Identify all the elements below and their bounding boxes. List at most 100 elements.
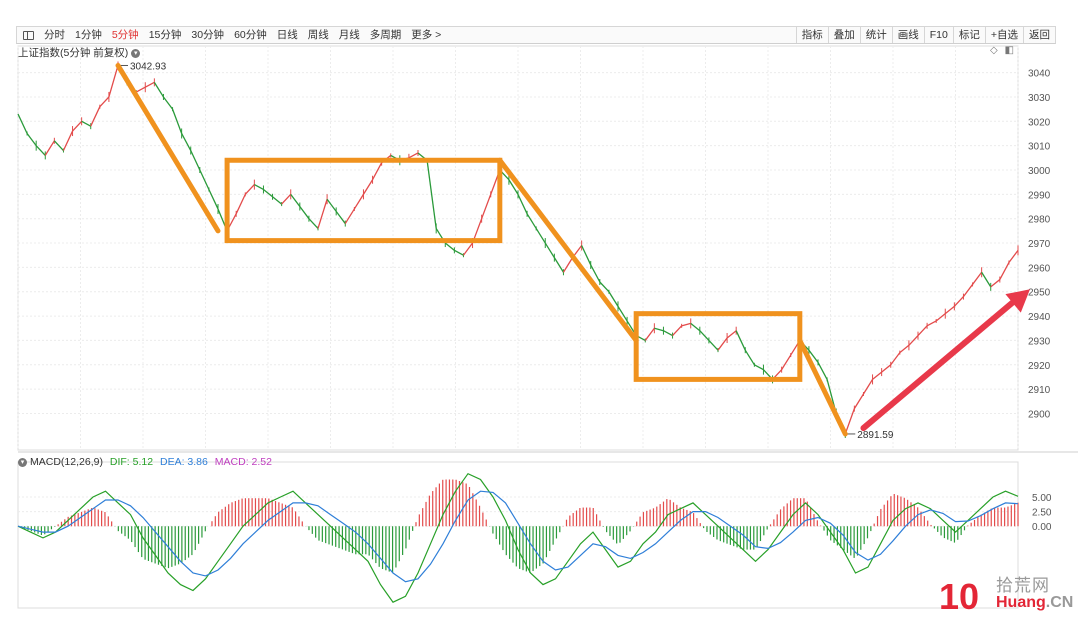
price-tick-label: 2960 [1028,263,1051,274]
price-tick-label: 2980 [1028,215,1051,226]
price-segment [481,194,492,219]
layout-toggle-icon[interactable] [23,31,34,40]
price-segment [454,249,464,256]
price-segment [72,120,83,132]
period-tab[interactable]: 30分钟 [191,29,225,41]
period-tab[interactable]: 周线 [307,29,329,41]
watermark-cn: 拾荒网 [996,576,1050,595]
price-segment [17,113,28,134]
toolbar-button[interactable]: 画线 [891,27,924,43]
price-segment [44,140,55,156]
price-segment [199,169,210,190]
price-segment [281,193,292,205]
macd-tick-label: 2.50 [1032,508,1052,519]
price-segment [599,281,610,293]
price-segment [208,189,219,210]
price-segment [899,344,910,354]
macd-label: MACD(12,26,9) [30,456,103,468]
price-tick-label: 2990 [1028,190,1051,201]
period-tab[interactable]: 60分钟 [234,29,267,41]
macd-legend: ▾ MACD(12,26,9) DIF: 5.12 DEA: 3.86 MACD:… [18,456,276,468]
price-segment [190,150,201,171]
period-tab[interactable]: 日线 [276,29,298,41]
dif-label: DIF: 5.12 [109,456,154,468]
price-segment [263,188,273,198]
price-segment [690,322,701,332]
price-segment [371,162,383,181]
watermark-en: Huang.CN [996,594,1073,612]
price-segment [254,184,264,191]
price-segment [544,242,555,258]
toolbar-button[interactable]: 统计 [859,27,892,43]
price-tick-label: 2970 [1028,239,1051,250]
panel-icon[interactable]: ◧ [1004,45,1014,56]
price-segment [663,330,673,337]
price-axis: 3040 3030 3020 3010 3000 2990 2980 2970 2960 2950… [1028,69,1051,421]
macd-settings-icon[interactable]: ▾ [18,457,27,467]
price-segment [735,330,746,351]
price-segment [353,194,365,210]
period-tab[interactable]: 5分钟 [111,29,139,41]
main-chart-title: 上证指数(5分钟 前复权) ▾ [18,45,141,60]
price-segment [862,379,874,395]
price-segment [335,211,346,224]
price-segment [681,322,691,327]
uptrend-arrow-head [1005,289,1030,313]
period-tab[interactable]: 15分钟 [148,29,182,41]
trend-line [115,62,221,234]
price-segment [90,106,101,127]
toolbar-button[interactable]: 指标 [795,27,828,43]
period-tab[interactable]: 1分钟 [75,29,102,41]
period-tab[interactable]: 更多 > [411,29,442,41]
price-segment [962,284,974,297]
macd-frame [17,461,1019,609]
diamond-icon[interactable]: ◇ [990,45,998,56]
consolidation-box [633,311,803,382]
price-segment [990,279,1001,288]
toolbar-button[interactable]: 返回 [1023,27,1055,43]
macd-lines [17,472,1019,603]
price-segment [508,179,519,195]
price-segment [981,271,992,288]
price-segment [717,337,728,351]
price-segment [708,339,719,351]
price-segment [462,242,474,256]
toolbar-button[interactable]: +自选 [984,27,1023,43]
watermark-logo-text: 10 [939,576,979,615]
price-segment [754,364,764,371]
price-segment [999,262,1010,280]
price-segment [408,152,419,159]
price-segment [553,257,565,273]
toolbar-button[interactable]: 标记 [952,27,985,43]
extreme-label: 2891.59 [857,430,894,441]
price-tick-label: 2900 [1028,409,1051,420]
price-segment [62,130,74,151]
price-segment [181,133,192,151]
period-tab[interactable]: 月线 [338,29,360,41]
price-segment [654,327,664,332]
price-segment [299,206,310,220]
macd-tick-label: 5.00 [1032,493,1052,504]
settings-icon[interactable]: ▾ [131,48,141,58]
macd-tick-label: 0.00 [1032,522,1052,533]
price-segment [744,349,755,366]
main-chart-title-text: 上证指数(5分钟 前复权) [18,47,129,59]
watermark-en-a: Huang [996,594,1046,611]
price-tick-label: 3030 [1028,93,1051,104]
toolbar-button[interactable]: F10 [923,27,953,43]
period-tab[interactable]: 多周期 [369,29,402,41]
price-segment [35,145,46,156]
price-segment [881,364,892,373]
price-segment [972,271,983,285]
price-tick-label: 2950 [1028,288,1051,299]
price-segment [617,306,628,322]
trend-annotations [115,62,1030,437]
price-segment [162,96,174,110]
price-segment [171,108,183,134]
price-segment [426,160,437,229]
price-segment [308,218,319,229]
price-segment [517,194,528,215]
toolbar-button[interactable]: 叠加 [827,27,860,43]
price-segment [953,296,964,307]
period-tab[interactable]: 分时 [44,29,65,41]
